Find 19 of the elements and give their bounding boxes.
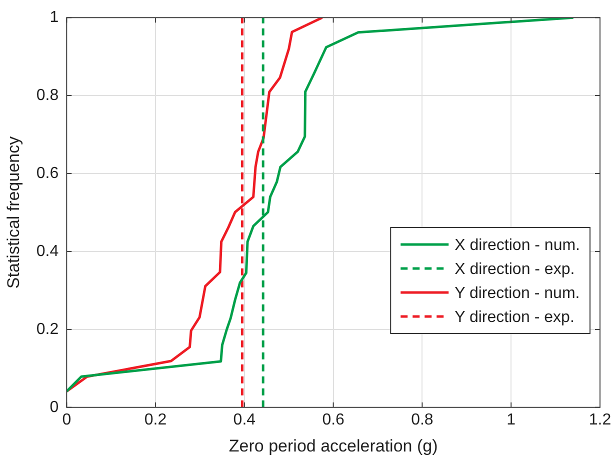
x-tick-label: 0.6	[322, 411, 345, 428]
x-tick-label: 0.8	[411, 411, 434, 428]
x-tick-label: 1.2	[588, 411, 612, 428]
legend-label: Y direction - exp.	[454, 308, 574, 326]
y-tick-label: 0.6	[36, 164, 59, 182]
x-tick-label: 1	[506, 411, 516, 428]
y-tick-label: 0.4	[36, 242, 59, 260]
y-tick-label: 0.8	[36, 86, 59, 104]
y-tick-label: 0.2	[36, 320, 59, 338]
x-tick-label: 0	[62, 411, 72, 428]
x-axis-title: Zero period acceleration (g)	[228, 436, 438, 456]
y-axis-title: Statistical frequency	[4, 136, 23, 289]
legend-label: Y direction - num.	[454, 284, 580, 302]
y-tick-label: 1	[50, 9, 59, 26]
x-tick-label: 0.2	[144, 411, 167, 428]
x-tick-label: 0.4	[233, 411, 256, 428]
legend-label: X direction - exp.	[454, 260, 575, 278]
y-tick-label: 0	[50, 398, 59, 416]
legend-label: X direction - num.	[454, 236, 580, 254]
